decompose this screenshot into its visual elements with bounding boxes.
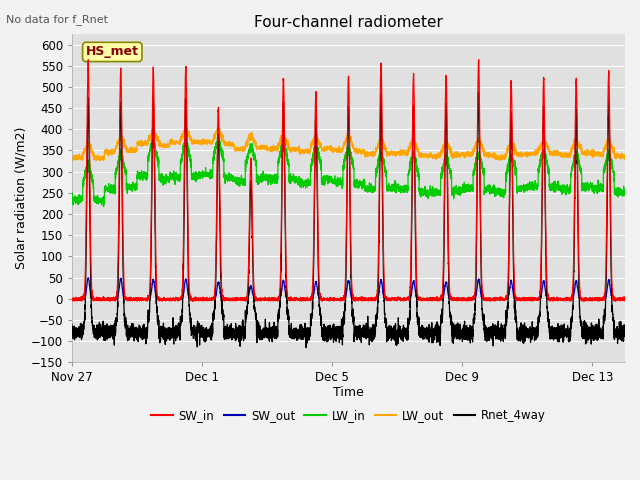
Text: HS_met: HS_met bbox=[86, 46, 139, 59]
Legend: SW_in, SW_out, LW_in, LW_out, Rnet_4way: SW_in, SW_out, LW_in, LW_out, Rnet_4way bbox=[147, 405, 550, 427]
Title: Four-channel radiometer: Four-channel radiometer bbox=[254, 15, 443, 30]
X-axis label: Time: Time bbox=[333, 386, 364, 399]
Y-axis label: Solar radiation (W/m2): Solar radiation (W/m2) bbox=[15, 127, 28, 269]
Text: No data for f_Rnet: No data for f_Rnet bbox=[6, 14, 108, 25]
